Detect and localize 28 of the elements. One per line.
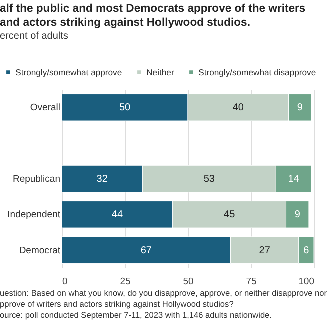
y-tick-label: Overall <box>30 102 60 114</box>
y-tick-label: Republican <box>12 174 60 185</box>
x-tick-label: 25 <box>120 276 131 288</box>
legend-label: Neither <box>146 67 174 78</box>
x-tick-label: 0 <box>62 276 68 288</box>
x-tick-label: 50 <box>183 276 194 288</box>
data-label: 14 <box>288 174 300 185</box>
legend-label: Strongly/somewhat approve <box>16 67 122 78</box>
data-label: 67 <box>140 245 152 256</box>
data-label: 9 <box>294 210 301 221</box>
x-tick-label: 75 <box>246 276 257 288</box>
data-label: 50 <box>119 102 131 114</box>
text: uestion: Based on what you know, do you disapprove, approve, or neither disapprove nor pprove of writers and actors striking against Hollywood studios? <box>0 288 328 310</box>
x-tick-label: 100 <box>298 276 314 288</box>
data-label: 40 <box>232 102 244 114</box>
data-label: 6 <box>304 245 310 256</box>
data-label: 44 <box>112 210 124 221</box>
data-label: 32 <box>96 174 108 185</box>
data-label: 45 <box>224 210 236 221</box>
y-tick-label: Independent <box>8 210 61 221</box>
chart-title: alf the public and most Democrats approve of the writers and actors striking against Hollywood studios. <box>0 2 307 30</box>
data-label: 53 <box>204 174 216 185</box>
legend-label: Strongly/somewhat disapprove <box>198 67 316 78</box>
y-tick-label: Democrat <box>19 245 61 256</box>
data-label: 27 <box>259 245 271 256</box>
text: ource: poll conducted September 7-11, 2023 with 1,146 adults nationwide. <box>0 310 273 321</box>
data-label: 9 <box>297 102 304 114</box>
chart-subtitle: ercent of adults <box>0 31 70 42</box>
